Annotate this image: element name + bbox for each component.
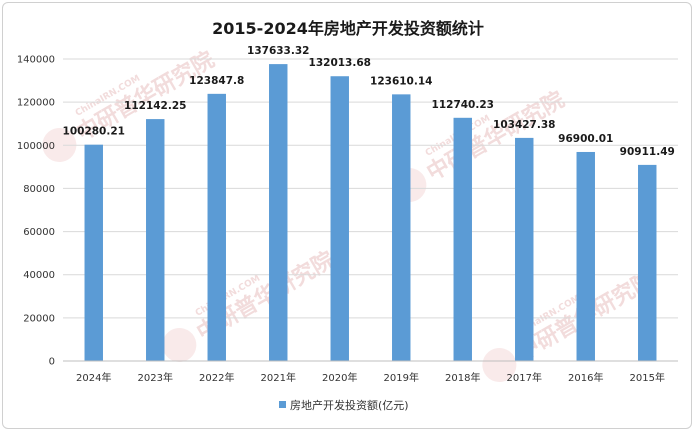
x-tick-label: 2016年 xyxy=(568,371,603,384)
bar xyxy=(576,151,595,361)
gridlines xyxy=(63,58,678,319)
bar xyxy=(453,117,472,361)
legend: 房地产开发投资额(亿元) xyxy=(279,398,409,412)
bar xyxy=(330,76,349,361)
y-tick-label: 80000 xyxy=(23,184,55,195)
data-label: 123847.8 xyxy=(189,75,244,87)
bar xyxy=(638,164,657,361)
data-label: 103427.38 xyxy=(493,119,555,131)
y-tick-label: 40000 xyxy=(23,270,55,281)
y-tick-label: 0 xyxy=(49,357,55,368)
x-tick-label: 2015年 xyxy=(630,371,665,384)
watermark-logo xyxy=(162,328,197,362)
x-tick-label: 2023年 xyxy=(138,371,173,384)
data-label: 112740.23 xyxy=(432,99,494,111)
data-label: 90911.49 xyxy=(620,146,675,158)
y-tick-label: 100000 xyxy=(17,141,55,152)
bar xyxy=(392,94,411,361)
watermark-logo xyxy=(42,128,77,162)
chart-title: 2015-2024年房地产开发投资额统计 xyxy=(212,19,484,38)
legend-swatch xyxy=(279,401,286,408)
y-tick-label: 60000 xyxy=(23,227,55,238)
x-tick-label: 2021年 xyxy=(261,371,296,384)
y-axis-ticks: 0 20000 40000 60000 80000 100000 120000 140000 xyxy=(17,55,55,368)
bar xyxy=(207,93,226,362)
x-tick-label: 2017年 xyxy=(507,371,542,384)
y-tick-label: 20000 xyxy=(23,313,55,324)
x-tick-label: 2024年 xyxy=(76,371,111,384)
x-tick-label: 2019年 xyxy=(384,371,419,384)
x-tick-label: 2022年 xyxy=(199,371,234,384)
data-label: 112142.25 xyxy=(124,100,186,112)
data-labels: 100280.21 112142.25 123847.8 137633.3213201… xyxy=(63,45,675,158)
bar xyxy=(146,119,165,362)
data-label: 137633.32 xyxy=(247,45,309,57)
data-label: 96900.01 xyxy=(558,133,613,145)
bar xyxy=(84,144,103,361)
x-tick-label: 2020年 xyxy=(322,371,357,384)
legend-label: 房地产开发投资额(亿元) xyxy=(290,398,409,412)
x-axis-ticks: 2024年 2023年 2022年 2021年 2020年 2019年 2018年 2017年… xyxy=(76,371,665,384)
y-tick-label: 120000 xyxy=(17,98,55,109)
bars xyxy=(84,64,657,362)
y-tick-label: 140000 xyxy=(17,55,55,66)
watermark-logo xyxy=(482,348,517,382)
data-label: 132013.68 xyxy=(309,57,371,69)
data-label: 100280.21 xyxy=(63,126,125,138)
data-label: 123610.14 xyxy=(370,75,432,87)
bar xyxy=(515,137,534,361)
bar xyxy=(269,64,288,361)
x-tick-label: 2018年 xyxy=(445,371,480,384)
